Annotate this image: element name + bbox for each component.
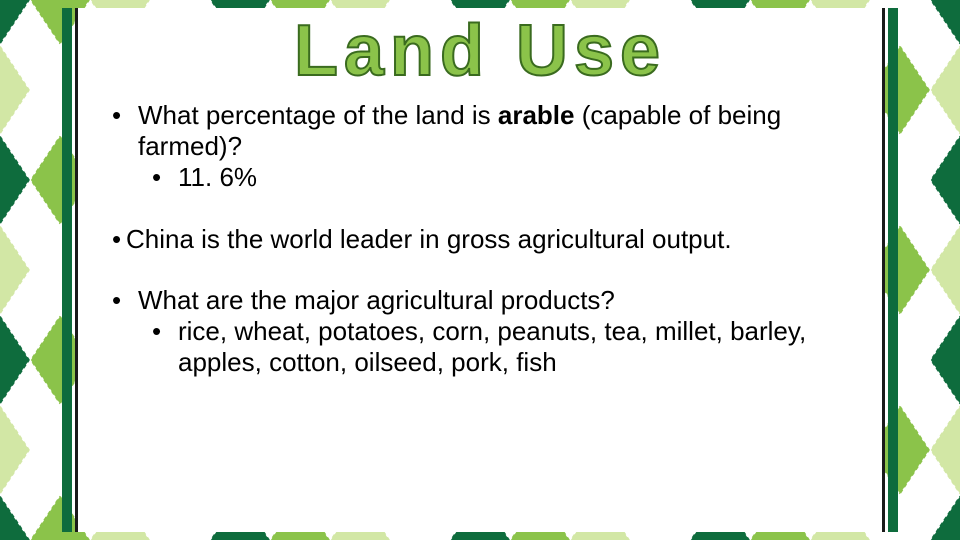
frame-band-left [62,8,72,532]
q1-bold: arable [498,100,575,130]
q2-text: What are the major agricultural products… [138,285,615,315]
bullet-q1: What percentage of the land is arable (c… [98,100,862,194]
bullet-a2: rice, wheat, potatoes, corn, peanuts, te… [138,316,862,378]
bullet-fact: China is the world leader in gross agric… [98,224,862,255]
slide-title: Land Use [78,8,882,92]
slide-body: What percentage of the land is arable (c… [78,92,882,378]
bullet-a1: 11. 6% [138,162,862,193]
slide-content-frame: Land Use What percentage of the land is … [75,8,885,532]
bullet-q2: What are the major agricultural products… [98,285,862,379]
frame-band-right [888,8,898,532]
q1-prefix: What percentage of the land is [138,100,498,130]
